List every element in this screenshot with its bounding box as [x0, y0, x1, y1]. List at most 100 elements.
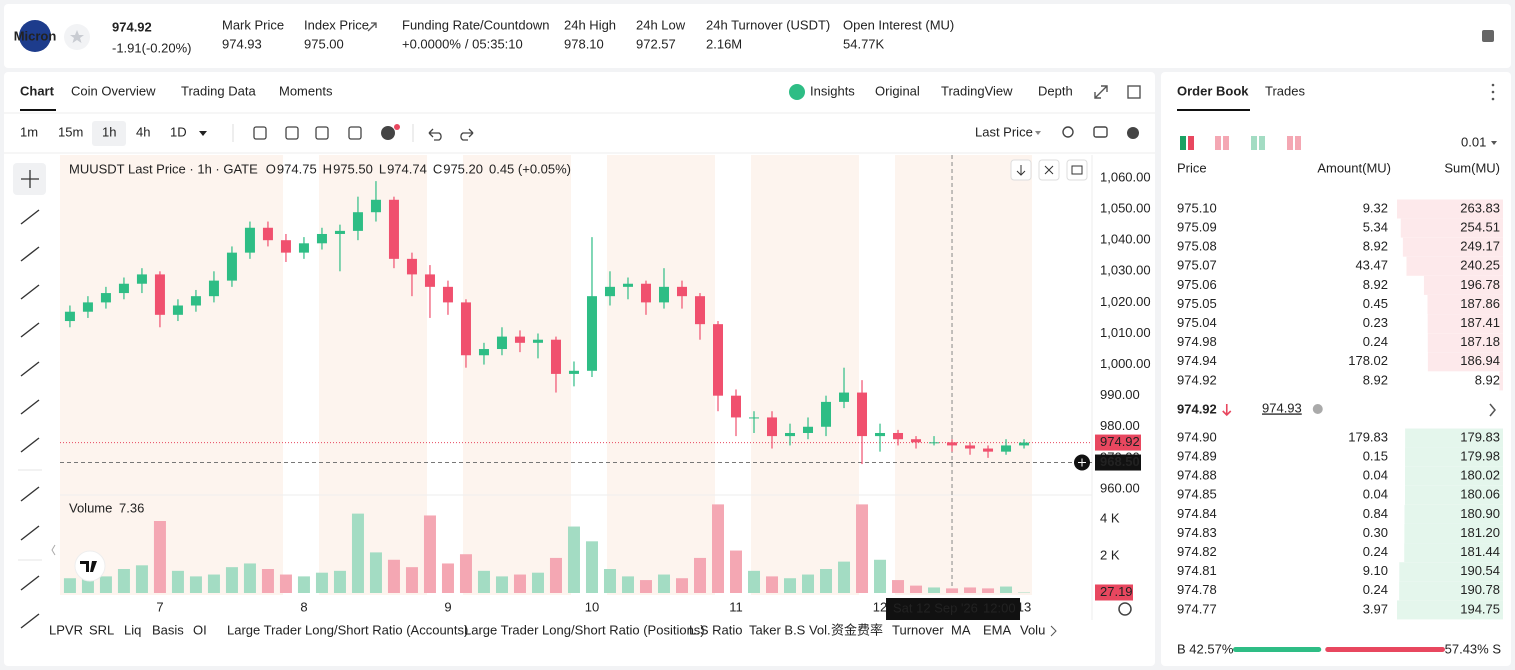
- layout-icon[interactable]: [1287, 136, 1293, 150]
- chevron[interactable]: [1489, 403, 1496, 417]
- view-tab[interactable]: Depth: [1038, 83, 1073, 98]
- indicator-tab[interactable]: MA: [951, 622, 971, 637]
- view-tab[interactable]: Insights: [810, 83, 855, 98]
- stat-label: Mark Price: [222, 17, 284, 32]
- precision-select[interactable]: 0.01: [1461, 134, 1486, 149]
- drawing-tool[interactable]: [20, 486, 40, 502]
- search-icon[interactable]: [1062, 126, 1074, 138]
- order-price[interactable]: 975.09: [1177, 220, 1217, 235]
- indicator-tab[interactable]: Volu: [1020, 622, 1045, 637]
- interval-button[interactable]: 15m: [58, 124, 83, 139]
- volume-bar: [495, 576, 508, 593]
- chart-tab[interactable]: Moments: [279, 83, 333, 98]
- chart-settings[interactable]: [1118, 602, 1132, 616]
- layout-icon[interactable]: [1251, 136, 1257, 150]
- menu-dot[interactable]: [1491, 90, 1495, 94]
- drawing-tool[interactable]: [20, 613, 40, 629]
- candle-body: [622, 283, 633, 287]
- order-price[interactable]: 974.98: [1177, 334, 1217, 349]
- indicator-tab[interactable]: Large Trader Long/Short Ratio (Accounts): [227, 622, 468, 637]
- ohlc-label: C: [433, 161, 442, 176]
- settings-icon[interactable]: [1127, 127, 1139, 139]
- window-icon[interactable]: [1127, 85, 1141, 99]
- drawing-tool[interactable]: [20, 575, 40, 591]
- volume-bar: [766, 576, 779, 593]
- orderbook-tab[interactable]: Trades: [1265, 83, 1305, 98]
- order-price[interactable]: 974.84: [1177, 506, 1217, 521]
- price-source-select[interactable]: Last Price: [975, 124, 1033, 139]
- indicator-tab[interactable]: L.S Ratio: [689, 622, 742, 637]
- view-tab[interactable]: TradingView: [941, 83, 1013, 98]
- drawing-tool[interactable]: [20, 399, 40, 415]
- indicator-tab[interactable]: OI: [193, 622, 207, 637]
- session-band: [895, 155, 1032, 595]
- indicator-tab[interactable]: Taker B.S Vol.: [749, 622, 831, 637]
- drawing-tool[interactable]: [20, 322, 40, 338]
- view-tab[interactable]: Original: [875, 83, 920, 98]
- toolbar-icon[interactable]: [285, 126, 299, 140]
- dropdown-caret[interactable]: [199, 131, 207, 136]
- crosshair-tool[interactable]: [21, 170, 39, 188]
- orderbook-tab[interactable]: Order Book: [1177, 83, 1249, 98]
- order-price[interactable]: 975.08: [1177, 239, 1217, 254]
- menu-dot[interactable]: [1491, 83, 1495, 87]
- drawing-tool[interactable]: [20, 209, 40, 225]
- indicator-tab[interactable]: 资金费率: [831, 622, 883, 637]
- interval-button[interactable]: 1m: [20, 124, 38, 139]
- order-price[interactable]: 974.94: [1177, 353, 1217, 368]
- order-price[interactable]: 974.78: [1177, 582, 1217, 597]
- chart-tab[interactable]: Trading Data: [181, 83, 256, 98]
- order-amount: 0.30: [1363, 525, 1388, 540]
- menu-dot[interactable]: [1491, 97, 1495, 101]
- order-price[interactable]: 974.92: [1177, 372, 1217, 387]
- indicator-tab[interactable]: EMA: [983, 622, 1012, 637]
- drawing-tool[interactable]: [20, 525, 40, 541]
- indicator-tab[interactable]: Large Trader Long/Short Ratio (Positions…: [464, 622, 705, 637]
- order-price[interactable]: 974.82: [1177, 544, 1217, 559]
- toolbar-icon[interactable]: [348, 126, 362, 140]
- drawing-tool[interactable]: [20, 246, 40, 262]
- order-price[interactable]: 975.07: [1177, 258, 1217, 273]
- undo-icon[interactable]: [428, 128, 442, 141]
- indicator-tab[interactable]: Basis: [152, 622, 184, 637]
- order-price[interactable]: 974.85: [1177, 487, 1217, 502]
- interval-button[interactable]: 1h: [102, 124, 116, 139]
- logo-text: Micron: [14, 28, 57, 43]
- order-price[interactable]: 974.90: [1177, 429, 1217, 444]
- chart-tab[interactable]: Coin Overview: [71, 83, 156, 98]
- chart-button[interactable]: [1066, 159, 1088, 181]
- collapse-handle[interactable]: [51, 544, 56, 556]
- order-price[interactable]: 974.83: [1177, 525, 1217, 540]
- drawing-tool[interactable]: [20, 284, 40, 300]
- toolbar-icon[interactable]: [253, 126, 267, 140]
- add-indicator-icon[interactable]: [381, 126, 395, 140]
- order-price[interactable]: 975.04: [1177, 315, 1217, 330]
- drawing-tool[interactable]: [20, 437, 40, 453]
- stat-label: 24h High: [564, 17, 616, 32]
- indicator-tab[interactable]: Liq: [124, 622, 141, 637]
- header-icon[interactable]: [1482, 30, 1494, 42]
- camera-icon[interactable]: [1093, 126, 1108, 138]
- layout-icon[interactable]: [1180, 136, 1186, 150]
- layout-icon[interactable]: [1215, 136, 1221, 150]
- indicator-tab[interactable]: SRL: [89, 622, 114, 637]
- order-price[interactable]: 975.06: [1177, 277, 1217, 292]
- order-price[interactable]: 974.88: [1177, 468, 1217, 483]
- order-price[interactable]: 974.89: [1177, 449, 1217, 464]
- toolbar-icon[interactable]: [315, 126, 329, 140]
- drawing-tool[interactable]: [20, 361, 40, 377]
- order-price[interactable]: 974.77: [1177, 601, 1217, 616]
- chart-tab[interactable]: Chart: [20, 83, 55, 98]
- redo-icon[interactable]: [460, 128, 474, 141]
- expand-icon[interactable]: [1094, 85, 1108, 99]
- y-tick-label: 1,010.00: [1100, 325, 1151, 340]
- indicator-tab[interactable]: Turnover: [892, 622, 944, 637]
- indicator-tab[interactable]: LPVR: [49, 622, 83, 637]
- order-price[interactable]: 975.05: [1177, 296, 1217, 311]
- order-price[interactable]: 974.81: [1177, 563, 1217, 578]
- scroll-right[interactable]: [1050, 625, 1057, 637]
- order-price[interactable]: 975.10: [1177, 200, 1217, 215]
- volume-bar: [748, 570, 761, 593]
- interval-button[interactable]: 4h: [136, 124, 150, 139]
- interval-button[interactable]: 1D: [170, 124, 187, 139]
